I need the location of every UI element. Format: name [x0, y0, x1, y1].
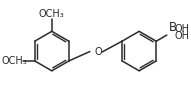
- Text: O: O: [95, 46, 102, 57]
- Text: OH: OH: [175, 31, 190, 41]
- Text: OCH₃: OCH₃: [39, 9, 65, 19]
- Text: OH: OH: [175, 24, 190, 34]
- Text: OCH₃: OCH₃: [1, 56, 27, 66]
- Text: B: B: [169, 21, 177, 34]
